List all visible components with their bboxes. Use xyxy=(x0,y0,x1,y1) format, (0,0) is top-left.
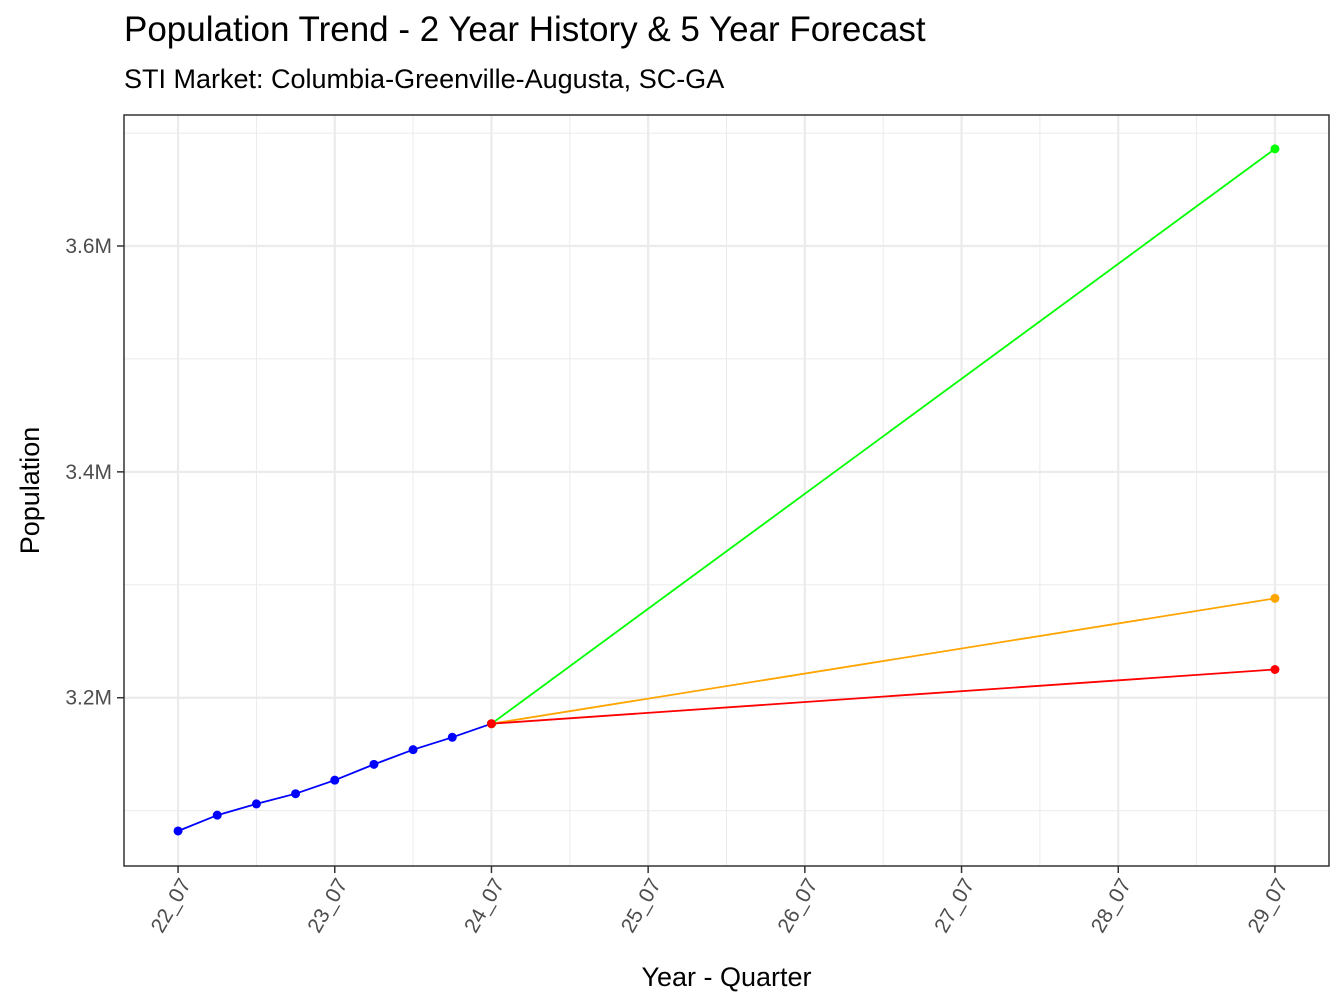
x-tick-label: 22_07 xyxy=(147,875,196,937)
y-tick-label: 3.4M xyxy=(65,461,112,484)
x-axis-title: Year - Quarter xyxy=(641,962,811,992)
series-line-2 xyxy=(491,597,1276,725)
x-tick-label: 25_07 xyxy=(617,875,666,937)
y-axis: 3.2M 3.4M 3.6M xyxy=(65,235,124,710)
data-point-0-1 xyxy=(212,810,222,820)
x-tick-label: 23_07 xyxy=(303,875,352,937)
data-point-0-3 xyxy=(291,789,301,799)
x-tick-label: 27_07 xyxy=(930,875,979,937)
data-point-0-7 xyxy=(447,732,457,742)
x-tick-label: 29_07 xyxy=(1244,875,1293,937)
major-grid xyxy=(124,115,1329,866)
y-tick-label: 3.2M xyxy=(65,687,112,710)
x-tick-label: 26_07 xyxy=(773,875,822,937)
data-point-0-2 xyxy=(251,799,261,809)
chart-subtitle: STI Market: Columbia-Greenville-Augusta,… xyxy=(124,64,725,94)
series-line-1 xyxy=(490,148,1276,725)
minor-grid xyxy=(124,115,1329,866)
y-tick-label: 3.6M xyxy=(65,235,112,258)
data-point-1-1 xyxy=(1270,144,1280,154)
data-point-0-4 xyxy=(330,775,340,785)
data-point-0-6 xyxy=(408,745,418,755)
x-axis: 22_07 23_07 24_07 25_07 26_07 27_07 28_07 29_07 xyxy=(147,866,1293,937)
series-layer xyxy=(173,144,1280,836)
chart-title: Population Trend - 2 Year History & 5 Ye… xyxy=(124,10,926,49)
data-point-0-0 xyxy=(173,826,183,836)
data-point-3-0 xyxy=(486,719,496,729)
data-point-3-1 xyxy=(1270,664,1280,674)
x-tick-label: 24_07 xyxy=(460,875,509,937)
data-point-0-5 xyxy=(369,759,379,769)
x-tick-label: 28_07 xyxy=(1087,875,1136,937)
y-axis-title: Population xyxy=(15,427,45,555)
data-point-2-1 xyxy=(1270,593,1280,603)
panel-border xyxy=(123,114,1330,867)
series-line-3 xyxy=(491,668,1275,725)
